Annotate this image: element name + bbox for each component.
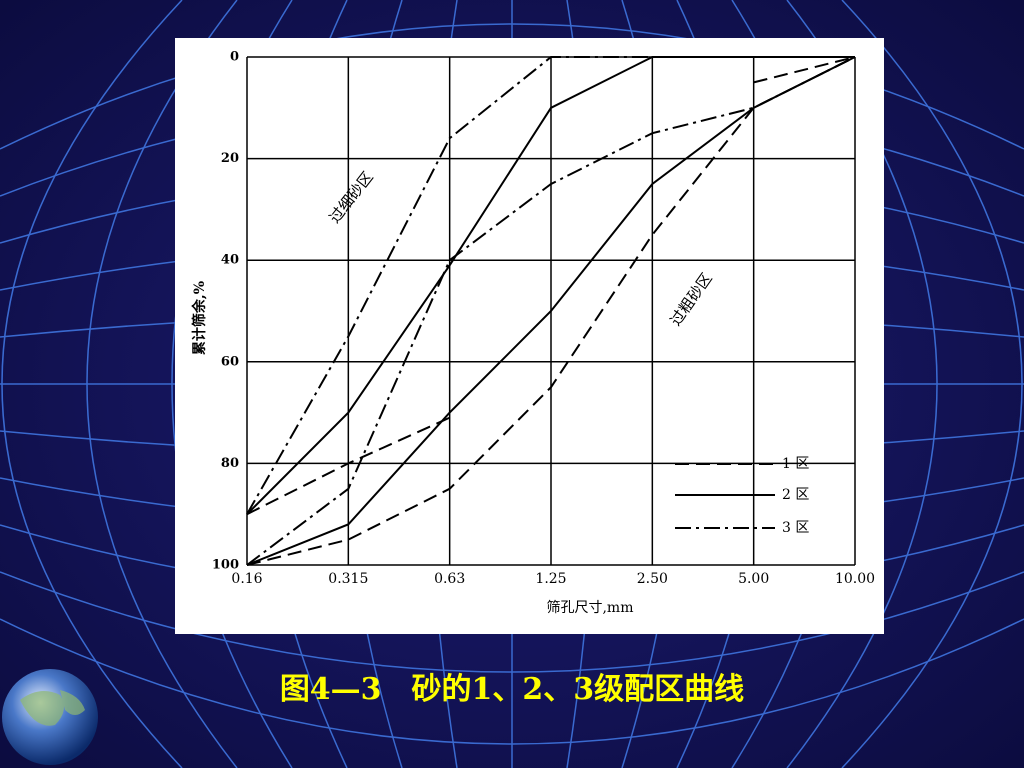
legend-label: 3 区 — [782, 520, 809, 536]
y-tick-label: 0 — [230, 50, 239, 65]
y-tick-label: 100 — [212, 558, 239, 573]
x-tick-label: 0.315 — [328, 571, 368, 587]
x-tick-label: 10.00 — [835, 571, 875, 587]
y-tick-label: 40 — [221, 253, 239, 268]
x-axis-label: 筛孔尺寸,mm — [546, 600, 633, 616]
grading-curve — [246, 56, 856, 516]
y-tick-label: 20 — [221, 151, 239, 166]
legend-label: 1 区 — [782, 456, 809, 472]
grading-curve — [246, 56, 855, 515]
globe-land — [20, 690, 85, 726]
chart-panel — [175, 38, 884, 634]
x-tick-label: 5.00 — [738, 571, 769, 587]
grading-curve — [246, 56, 856, 566]
x-tick-label: 2.50 — [637, 571, 668, 587]
y-tick-label: 60 — [221, 354, 239, 369]
background-line — [0, 618, 1024, 745]
legend-label: 2 区 — [782, 487, 809, 503]
x-tick-label: 0.16 — [231, 571, 262, 587]
x-tick-label: 0.63 — [434, 571, 465, 587]
x-tick-label: 1.25 — [535, 571, 566, 587]
grading-curve — [246, 56, 856, 566]
y-tick-label: 80 — [221, 456, 239, 471]
y-axis-label: 累计筛余,% — [191, 281, 208, 355]
caption: 图4—3 砂的1、2、3级配区曲线 — [280, 672, 744, 707]
